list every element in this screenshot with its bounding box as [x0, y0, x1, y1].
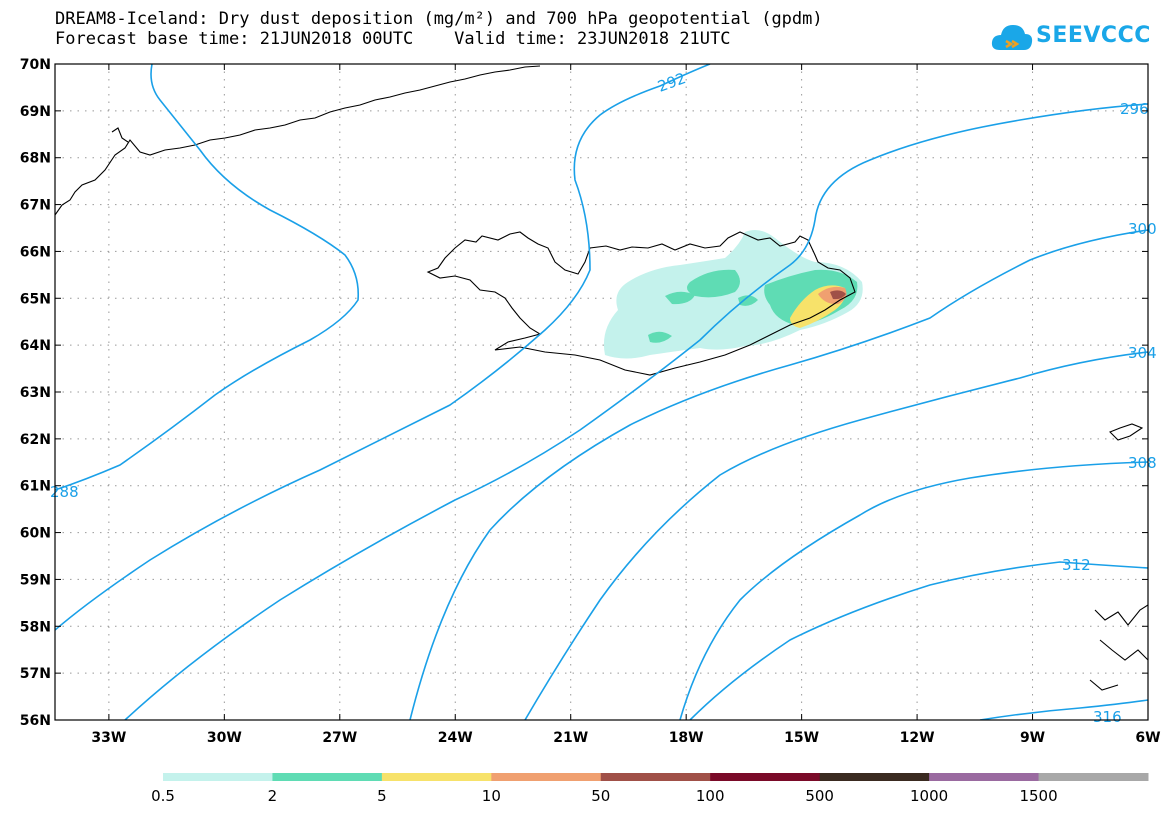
lat-label: 58N	[20, 619, 51, 635]
lat-label: 62N	[20, 432, 51, 448]
lat-label: 60N	[20, 526, 51, 542]
lat-label: 56N	[20, 713, 51, 729]
lon-label: 18W	[669, 730, 704, 746]
contour-labels: 292 296 300 304 308 288 312 316	[50, 69, 1157, 726]
colorbar-label: 10	[482, 787, 501, 805]
colorbar-swatch	[381, 773, 492, 781]
colorbar-swatch	[163, 773, 273, 781]
lat-label: 57N	[20, 666, 51, 682]
colorbar-label: 1500	[1019, 787, 1057, 805]
lat-label: 69N	[20, 104, 51, 120]
colorbar-label: 5	[377, 787, 387, 805]
latitude-axis: 70N 69N 68N 67N 66N 65N 64N 63N 62N 61N 60N 59N 58N 5…	[20, 57, 1148, 729]
colorbar-label: 1000	[910, 787, 948, 805]
contour-label-316: 316	[1093, 708, 1122, 726]
colorbar-swatch	[491, 773, 602, 781]
title-line-2: Forecast base time: 21JUN2018 00UTC Vali…	[55, 29, 731, 49]
colorbar-label: 100	[696, 787, 725, 805]
cloud-icon	[991, 25, 1033, 50]
contour-label-312: 312	[1062, 556, 1091, 574]
contour-label-304: 304	[1128, 344, 1157, 362]
lat-label: 70N	[20, 57, 51, 73]
longitude-axis: 33W 30W 27W 24W 21W 18W 15W 12W 9W 6W	[91, 64, 1161, 746]
geopotential-contours	[55, 64, 1148, 720]
logo-text: SEEVCCC	[1036, 23, 1151, 48]
lon-label: 15W	[784, 730, 819, 746]
colorbar-swatch	[929, 773, 1040, 781]
colorbar-swatch	[819, 773, 930, 781]
contour-label-308: 308	[1128, 454, 1157, 472]
lat-label: 61N	[20, 479, 51, 495]
lat-label: 59N	[20, 572, 51, 588]
lon-label: 12W	[900, 730, 935, 746]
colorbar-label: 0.5	[151, 787, 175, 805]
title-line-1: DREAM8-Iceland: Dry dust deposition (mg/…	[55, 9, 823, 29]
colorbar-swatch	[1038, 773, 1149, 781]
lat-label: 65N	[20, 291, 51, 307]
lon-label: 6W	[1135, 730, 1160, 746]
lon-label: 21W	[553, 730, 588, 746]
colorbar-label: 50	[591, 787, 610, 805]
colorbar-swatch	[272, 773, 383, 781]
lon-label: 24W	[438, 730, 473, 746]
lat-label: 64N	[20, 338, 51, 354]
colorbar-swatch	[710, 773, 821, 781]
lon-label: 33W	[91, 730, 126, 746]
colorbar-swatch	[600, 773, 711, 781]
colorbar: 0.5 2 5 10 50 100 500 1000 1500	[151, 773, 1149, 805]
lon-label: 27W	[322, 730, 357, 746]
lat-label: 63N	[20, 385, 51, 401]
dust-deposition-field	[603, 230, 863, 359]
colorbar-label: 2	[268, 787, 278, 805]
contour-label-300: 300	[1128, 220, 1157, 238]
colorbar-label: 500	[805, 787, 834, 805]
seevccc-logo: SEEVCCC	[990, 20, 1150, 54]
lat-label: 66N	[20, 244, 51, 260]
lat-label: 68N	[20, 151, 51, 167]
lon-label: 9W	[1020, 730, 1045, 746]
lon-label: 30W	[207, 730, 242, 746]
lat-label: 67N	[20, 198, 51, 214]
contour-label-292: 292	[655, 69, 688, 96]
contour-label-296: 296	[1120, 100, 1149, 118]
contour-label-288: 288	[50, 483, 79, 501]
coastlines	[55, 65, 1148, 691]
